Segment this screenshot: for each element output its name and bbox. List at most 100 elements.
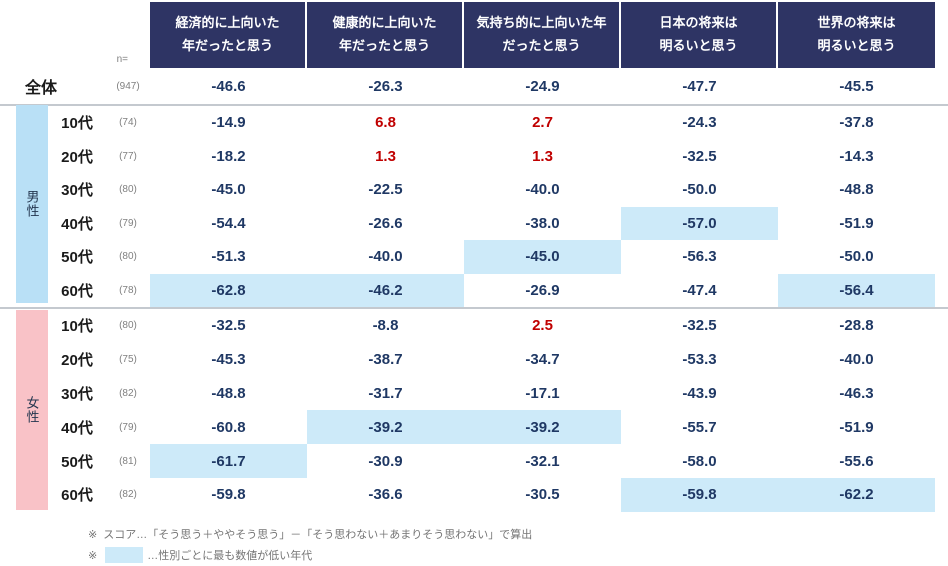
score-cell: -32.5	[682, 147, 717, 165]
total-n-count: (947)	[116, 80, 140, 92]
score-cell: -30.9	[368, 452, 403, 470]
highlight-legend-swatch	[105, 547, 144, 564]
total-score-cell: -24.9	[525, 77, 560, 95]
column-header-japan-future: 日本の将来は 明るいと思う	[621, 2, 778, 68]
male-section: 10代 (74) -14.9 6.8 2.7 -24.3 -37.8 20代 (77) -18.2…	[0, 106, 948, 307]
total-score-cell: -45.5	[839, 77, 874, 95]
female-section: 10代 (80) -32.5 -8.8 2.5 -32.5 -28.8 20代 (75) -45.…	[0, 309, 948, 512]
n-count: (79)	[119, 421, 137, 433]
n-count: (77)	[119, 150, 137, 162]
age-group-label: 30代	[61, 385, 93, 403]
score-cell: -40.0	[525, 181, 560, 199]
score-cell: -14.9	[211, 114, 246, 132]
n-count: (80)	[119, 251, 137, 263]
score-cell: -60.8	[211, 418, 246, 436]
score-cell: -22.5	[368, 181, 403, 199]
score-cell: -34.7	[525, 351, 560, 369]
score-cell: -32.5	[211, 317, 246, 335]
total-row: 全体 (947) -46.6 -26.3 -24.9 -47.7 -45.5	[0, 68, 948, 104]
age-group-label: 10代	[61, 115, 93, 133]
table-row: 30代 (82) -48.8 -31.7 -17.1 -43.9 -46.3	[0, 377, 948, 411]
female-band-label: 女性	[24, 396, 40, 424]
score-cell: 2.7	[532, 114, 553, 132]
score-cell: -37.8	[839, 114, 874, 132]
score-cell: -55.6	[839, 452, 874, 470]
table-row: 50代 (81) -61.7 -30.9 -32.1 -58.0 -55.6	[0, 444, 948, 478]
note-mark: ※	[88, 528, 98, 541]
n-count: (82)	[119, 387, 137, 399]
divider-male-female	[0, 307, 948, 309]
age-group-label: 60代	[61, 487, 93, 505]
n-count: (74)	[119, 117, 137, 129]
table-row: 20代 (75) -45.3 -38.7 -34.7 -53.3 -40.0	[0, 343, 948, 377]
table-row: 60代 (82) -59.8 -36.6 -30.5 -59.8 -62.2	[0, 477, 948, 512]
n-count: (78)	[119, 284, 137, 296]
age-group-label: 50代	[61, 453, 93, 471]
table-row: 60代 (78) -62.8 -46.2 -26.9 -47.4 -56.4	[0, 273, 948, 307]
male-band-label: 男性	[24, 190, 40, 218]
age-group-label: 40代	[61, 419, 93, 437]
score-cell: -48.8	[839, 181, 874, 199]
age-group-label: 60代	[61, 282, 93, 300]
table-row: 50代 (80) -51.3 -40.0 -45.0 -56.3 -50.0	[0, 240, 948, 274]
age-group-label: 30代	[61, 182, 93, 200]
score-cell: -50.0	[682, 181, 717, 199]
n-count: (81)	[119, 455, 137, 467]
score-cell: -55.7	[682, 418, 717, 436]
score-cell: -59.8	[621, 477, 778, 512]
score-cell: -26.6	[368, 214, 403, 232]
score-cell: -46.3	[839, 384, 874, 402]
divider-total-male	[0, 104, 948, 106]
score-cell: -51.9	[839, 418, 874, 436]
score-cell: 1.3	[375, 147, 396, 165]
table-row: 20代 (77) -18.2 1.3 1.3 -32.5 -14.3	[0, 140, 948, 174]
column-header-feeling: 気持ち的に上向いた年 だったと思う	[464, 2, 621, 68]
n-count: (75)	[119, 354, 137, 366]
score-cell: -30.5	[525, 486, 560, 504]
score-cell: -39.2	[307, 410, 464, 445]
footnote-score-definition: ※ スコア…「そう思う＋ややそう思う」－「そう思わない＋あまりそう思わない」で算…	[88, 524, 948, 545]
score-cell: -14.3	[839, 147, 874, 165]
score-cell: 1.3	[532, 147, 553, 165]
age-group-label: 50代	[61, 249, 93, 267]
score-cell: -53.3	[682, 351, 717, 369]
table-row: 40代 (79) -54.4 -26.6 -38.0 -57.0 -51.9	[0, 206, 948, 240]
age-group-label: 10代	[61, 318, 93, 336]
n-count: (82)	[119, 489, 137, 501]
column-header-health: 健康的に上向いた 年だったと思う	[307, 2, 464, 68]
score-cell: -28.8	[839, 317, 874, 335]
score-cell: -50.0	[839, 248, 874, 266]
score-cell: -17.1	[525, 384, 560, 402]
score-cell: -62.8	[150, 273, 307, 307]
score-cell: -48.8	[211, 384, 246, 402]
table-header: n= 経済的に上向いた 年だったと思う 健康的に上向いた 年だったと思う 気持ち…	[0, 2, 948, 68]
score-cell: -40.0	[368, 248, 403, 266]
score-cell: -40.0	[839, 351, 874, 369]
age-group-label: 20代	[61, 148, 93, 166]
footnotes: ※ スコア…「そう思う＋ややそう思う」－「そう思わない＋あまりそう思わない」で算…	[88, 524, 948, 566]
n-count: (80)	[119, 184, 137, 196]
score-cell: -51.3	[211, 248, 246, 266]
column-header-economic: 経済的に上向いた 年だったと思う	[150, 2, 307, 68]
score-cell: -36.6	[368, 486, 403, 504]
n-count: (79)	[119, 217, 137, 229]
total-score-cell: -47.7	[682, 77, 717, 95]
column-header-world-future: 世界の将来は 明るいと思う	[778, 2, 935, 68]
score-cell: 2.5	[532, 317, 553, 335]
score-cell: -32.5	[682, 317, 717, 335]
score-cell: -54.4	[211, 214, 246, 232]
total-score-cell: -26.3	[368, 77, 403, 95]
male-band: 男性	[16, 105, 48, 303]
table-row: 40代 (79) -60.8 -39.2 -39.2 -55.7 -51.9	[0, 410, 948, 445]
table-row: 10代 (74) -14.9 6.8 2.7 -24.3 -37.8	[0, 106, 948, 140]
table-row: 30代 (80) -45.0 -22.5 -40.0 -50.0 -48.8	[0, 173, 948, 207]
female-band: 女性	[16, 310, 48, 510]
score-cell: -51.9	[839, 214, 874, 232]
total-score-cell: -46.6	[211, 77, 246, 95]
score-cell: -31.7	[368, 384, 403, 402]
n-count: (80)	[119, 320, 137, 332]
score-cell: -62.2	[778, 477, 935, 512]
age-group-label: 40代	[61, 215, 93, 233]
score-cell: -45.0	[464, 240, 621, 274]
score-cell: -45.0	[211, 181, 246, 199]
